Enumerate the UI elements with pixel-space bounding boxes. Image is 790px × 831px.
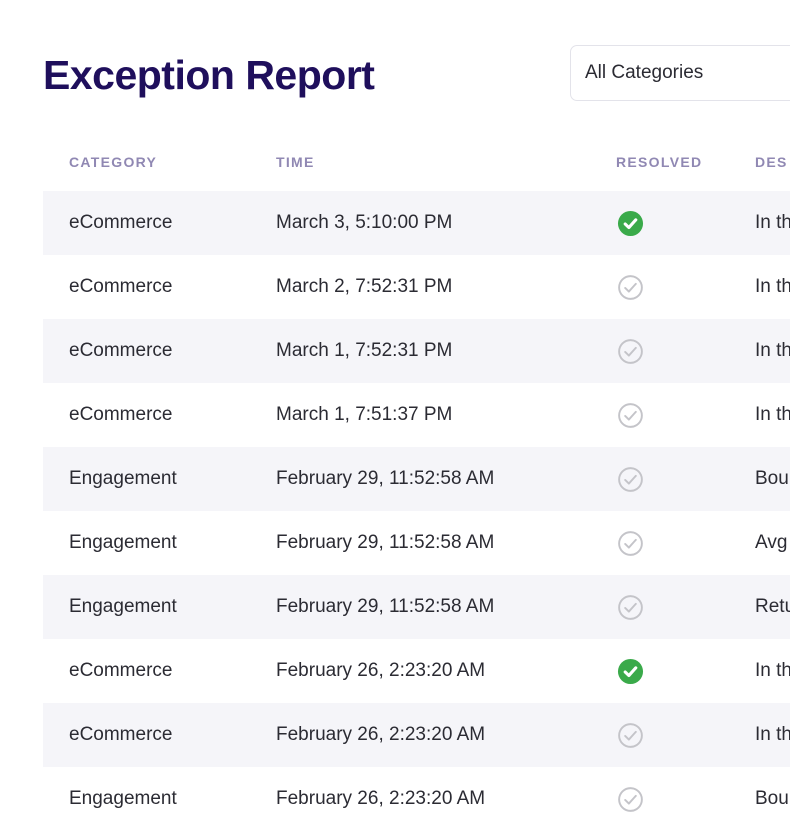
table-row[interactable]: eCommerce February 26, 2:23:20 AM In th xyxy=(43,703,790,767)
check-circle-outline-icon[interactable] xyxy=(617,466,644,493)
table-row[interactable]: Engagement February 29, 11:52:58 AM Bou xyxy=(43,447,790,511)
description-cell: Retu xyxy=(755,596,790,617)
time-cell: March 1, 7:51:37 PM xyxy=(276,404,453,425)
resolved-cell[interactable] xyxy=(616,383,644,447)
description-cell: In th xyxy=(755,404,790,425)
table-row[interactable]: Engagement February 26, 2:23:20 AM Bou xyxy=(43,767,790,831)
category-filter-select[interactable]: All Categories xyxy=(570,45,790,101)
description-cell: Avg xyxy=(755,532,788,553)
check-circle-outline-icon[interactable] xyxy=(617,402,644,429)
check-circle-outline-icon[interactable] xyxy=(617,338,644,365)
table-row[interactable]: eCommerce February 26, 2:23:20 AM In th xyxy=(43,639,790,703)
time-cell: February 29, 11:52:58 AM xyxy=(276,532,495,553)
resolved-cell[interactable] xyxy=(616,703,644,767)
table-row[interactable]: eCommerce March 1, 7:51:37 PM In th xyxy=(43,383,790,447)
check-circle-filled-icon[interactable] xyxy=(617,658,644,685)
check-circle-outline-icon[interactable] xyxy=(617,786,644,813)
description-cell: In th xyxy=(755,340,790,361)
resolved-cell[interactable] xyxy=(616,575,644,639)
page-title: Exception Report xyxy=(43,52,375,98)
description-cell: In th xyxy=(755,212,790,233)
column-header-resolved[interactable]: RESOLVED xyxy=(616,154,703,170)
category-cell: Engagement xyxy=(69,788,177,809)
resolved-cell[interactable] xyxy=(616,767,644,831)
description-cell: Bou xyxy=(755,468,789,489)
table-header: CATEGORY TIME RESOLVED DES xyxy=(43,138,790,191)
resolved-cell[interactable] xyxy=(616,255,644,319)
resolved-cell[interactable] xyxy=(616,319,644,383)
check-circle-outline-icon[interactable] xyxy=(617,594,644,621)
resolved-cell[interactable] xyxy=(616,447,644,511)
table-row[interactable]: eCommerce March 2, 7:52:31 PM In th xyxy=(43,255,790,319)
check-circle-outline-icon[interactable] xyxy=(617,722,644,749)
category-cell: eCommerce xyxy=(69,276,173,297)
time-cell: February 26, 2:23:20 AM xyxy=(276,660,486,681)
category-cell: eCommerce xyxy=(69,340,173,361)
time-cell: February 29, 11:52:58 AM xyxy=(276,468,495,489)
table-body: eCommerce March 3, 5:10:00 PM In th eCommer… xyxy=(43,191,790,831)
description-cell: In th xyxy=(755,276,790,297)
time-cell: March 1, 7:52:31 PM xyxy=(276,340,453,361)
category-filter-value: All Categories xyxy=(585,62,704,83)
category-cell: Engagement xyxy=(69,596,177,617)
resolved-cell[interactable] xyxy=(616,639,644,703)
category-cell: Engagement xyxy=(69,468,177,489)
column-header-description[interactable]: DES xyxy=(755,154,788,170)
check-circle-outline-icon[interactable] xyxy=(617,274,644,301)
table-row[interactable]: Engagement February 29, 11:52:58 AM Avg xyxy=(43,511,790,575)
resolved-cell[interactable] xyxy=(616,191,644,255)
time-cell: March 2, 7:52:31 PM xyxy=(276,276,453,297)
column-header-time[interactable]: TIME xyxy=(276,154,315,170)
check-circle-outline-icon[interactable] xyxy=(617,530,644,557)
description-cell: In th xyxy=(755,724,790,745)
resolved-cell[interactable] xyxy=(616,511,644,575)
time-cell: March 3, 5:10:00 PM xyxy=(276,212,453,233)
category-cell: eCommerce xyxy=(69,212,173,233)
table-row[interactable]: Engagement February 29, 11:52:58 AM Retu xyxy=(43,575,790,639)
check-circle-filled-icon[interactable] xyxy=(617,210,644,237)
time-cell: February 26, 2:23:20 AM xyxy=(276,724,486,745)
column-header-category[interactable]: CATEGORY xyxy=(69,154,158,170)
category-cell: eCommerce xyxy=(69,404,173,425)
table-row[interactable]: eCommerce March 1, 7:52:31 PM In th xyxy=(43,319,790,383)
exception-table: CATEGORY TIME RESOLVED DES eCommerce Marc… xyxy=(43,138,790,831)
time-cell: February 26, 2:23:20 AM xyxy=(276,788,486,809)
category-cell: eCommerce xyxy=(69,724,173,745)
category-cell: eCommerce xyxy=(69,660,173,681)
time-cell: February 29, 11:52:58 AM xyxy=(276,596,495,617)
table-row[interactable]: eCommerce March 3, 5:10:00 PM In th xyxy=(43,191,790,255)
description-cell: In th xyxy=(755,660,790,681)
category-cell: Engagement xyxy=(69,532,177,553)
description-cell: Bou xyxy=(755,788,789,809)
